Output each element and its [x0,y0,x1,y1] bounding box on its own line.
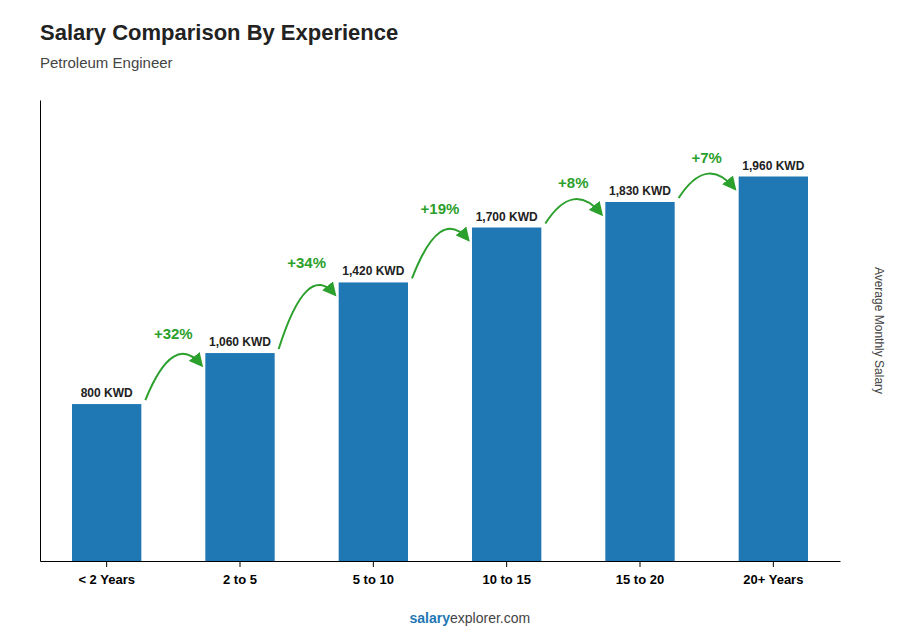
x-axis: < 2 Years 2 to 5 5 to 10 10 to 15 15 to 20 20… [41,561,841,587]
footer: explorer.com [450,610,530,626]
plot: < 2 Years 2 to 5 5 to 10 10 to 15 15 to 20 20… [41,101,841,588]
annotation-arrow [545,199,601,223]
x-tick-label: 2 to 5 [223,572,257,587]
data-label: 1,420 KWD [342,264,404,278]
annotations: +32% +34% +19% +8% +7% [145,149,734,401]
annotation: +8% [558,174,588,191]
bar [339,282,408,561]
x-tick-label: < 2 Years [78,572,135,587]
x-tick-mark [506,561,507,567]
annotation-arrow [145,354,201,400]
data-label: 1,960 KWD [742,159,804,173]
annotation-arrow [679,174,735,198]
x-tick-label: 20+ Years [743,572,803,587]
x-tick-mark [240,561,241,567]
data-label: 1,060 KWD [209,335,271,349]
x-tick: 20+ Years [743,561,803,587]
data-label: 1,830 KWD [609,184,671,198]
bar [72,404,141,561]
data-label: 800 KWD [81,386,133,400]
annotation-arrow [279,285,335,349]
y-axis-line [40,101,41,562]
x-tick-label: 5 to 10 [353,572,394,587]
bars [72,177,808,561]
data-label: 1,700 KWD [476,210,538,224]
x-tick-mark [773,561,774,567]
annotation-arrow [412,229,468,279]
x-axis-line [41,561,841,562]
x-tick-mark [373,561,374,567]
x-tick: 2 to 5 [223,561,257,587]
annotation: +19% [421,200,460,217]
data-labels: 800 KWD 1,060 KWD 1,420 KWD 1,700 KWD 1,830 … [81,159,805,401]
title: Salary Comparison By Experience [40,20,398,45]
y-axis-title: Average Monthly Salary [872,267,886,394]
x-tick-label: 15 to 20 [616,572,664,587]
x-tick: 15 to 20 [616,561,664,587]
annotation: +7% [691,149,721,166]
bar [605,202,674,561]
bar [205,353,274,561]
x-tick: 5 to 10 [353,561,394,587]
y-axis [40,101,41,562]
x-tick: 10 to 15 [482,561,530,587]
bar [472,228,541,561]
annotation: +32% [154,325,193,342]
x-tick-mark [106,561,107,567]
chart: Salary Comparison By Experience Petroleum… [0,0,900,641]
footer: salary [410,610,451,626]
subtitle: Petroleum Engineer [40,54,173,71]
annotation: +34% [287,254,326,271]
bar [739,177,808,561]
x-tick: < 2 Years [78,561,135,587]
x-tick-mark [640,561,641,567]
x-tick-label: 10 to 15 [482,572,530,587]
